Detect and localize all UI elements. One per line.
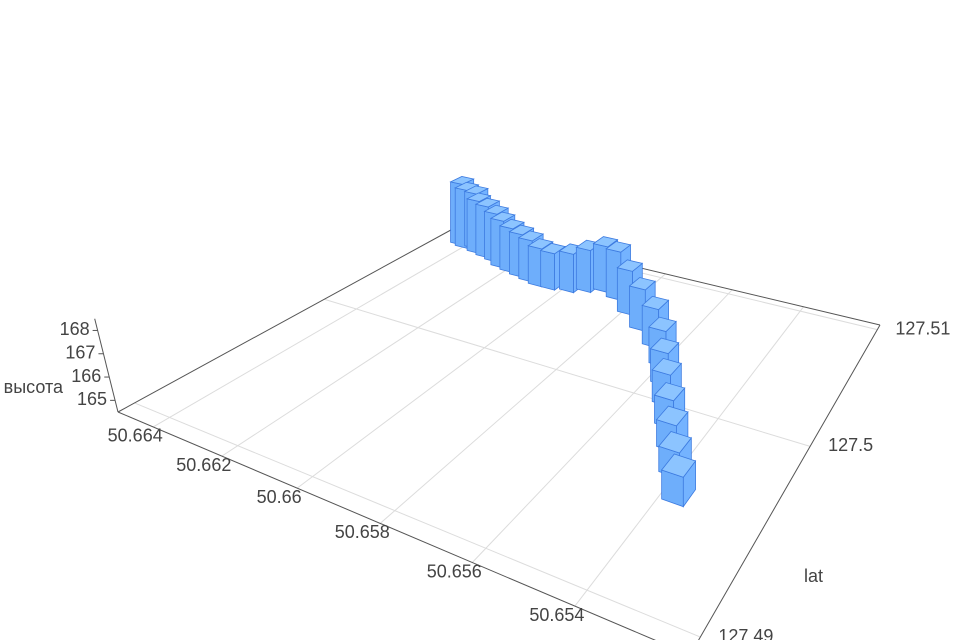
bar-face — [463, 185, 490, 195]
bar-face — [454, 181, 480, 191]
bar — [539, 242, 567, 291]
y-axis-title: lat — [804, 566, 823, 586]
z-tick-label: 166 — [71, 366, 101, 386]
x-tick-label: 50.656 — [427, 561, 482, 581]
axis-line — [698, 324, 881, 640]
bar-face — [527, 245, 543, 288]
bar-face — [605, 241, 632, 253]
z-tick-label: 168 — [60, 319, 90, 339]
grid-line — [471, 289, 733, 563]
bar-face — [540, 249, 555, 291]
bar-face — [474, 197, 501, 208]
bar-face — [648, 316, 677, 333]
x-tick-label: 50.662 — [176, 455, 231, 475]
z-tick-label: 165 — [77, 389, 107, 409]
bar-face — [465, 192, 492, 202]
bar-face — [658, 430, 693, 454]
bar-face — [483, 204, 510, 215]
grid-line — [152, 231, 490, 428]
x-tick-label: 50.654 — [529, 605, 584, 625]
axis-line — [94, 318, 119, 413]
bar-face — [592, 236, 619, 248]
z-tick-label: 167 — [65, 343, 95, 363]
bar-face — [489, 211, 516, 222]
x-tick-label: 50.658 — [335, 522, 390, 542]
bar-face — [641, 295, 670, 311]
grid-line — [134, 402, 701, 638]
axis-line — [117, 411, 656, 640]
bar — [660, 453, 697, 508]
grid-line — [221, 244, 545, 457]
bar-face — [559, 250, 574, 294]
grid-line — [379, 273, 666, 524]
bar-face — [628, 277, 657, 291]
grid-line — [324, 298, 811, 447]
bar-face — [660, 453, 697, 478]
axis-line — [117, 224, 461, 413]
bar-face — [517, 230, 545, 242]
bar-face — [653, 382, 686, 402]
bar-face — [575, 246, 591, 294]
bar-face — [655, 405, 689, 427]
x-tick-label: 50.664 — [108, 426, 163, 446]
z-axis-title: высота — [4, 377, 64, 397]
bar-face — [593, 243, 609, 293]
bar-face — [651, 357, 683, 376]
bar-face — [527, 238, 554, 250]
bar-face — [539, 242, 567, 255]
x-tick-label: 50.66 — [257, 487, 302, 507]
bar-face — [498, 218, 526, 230]
bar-face — [449, 176, 475, 185]
bar-face — [616, 259, 644, 272]
y-tick-label: 127.5 — [828, 435, 873, 455]
y-tick-label: 127.51 — [895, 318, 950, 338]
grid-line — [296, 258, 604, 489]
y-tick-label: 127.49 — [718, 626, 773, 640]
bar-face — [649, 337, 680, 355]
bar-face — [508, 224, 535, 236]
